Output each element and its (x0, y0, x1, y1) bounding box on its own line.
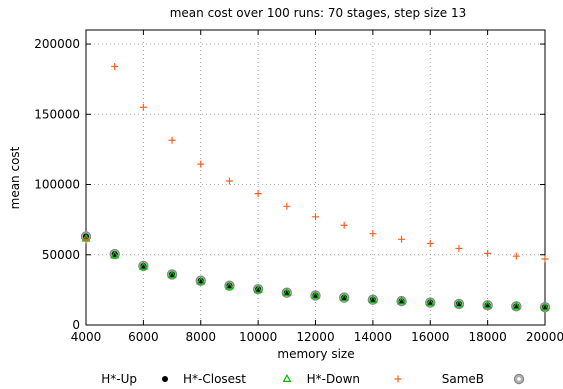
series-sameb (80, 231, 551, 313)
point-h-closest (138, 261, 148, 270)
point-h-closest (454, 299, 464, 308)
legend-label-sameb: SameB (442, 372, 484, 386)
x-tick-label: 8000 (185, 330, 216, 344)
legend-marker-h-down (394, 375, 402, 383)
point-h-down (455, 244, 463, 252)
point-h-closest (368, 294, 378, 303)
point-h-down (426, 240, 434, 248)
point-h-closest (339, 292, 349, 302)
point-h-down (225, 177, 233, 185)
x-tick-label: 14000 (354, 330, 392, 344)
point-h-down (283, 202, 291, 210)
legend-marker-h-closest (282, 373, 292, 382)
point-h-down (82, 236, 90, 244)
y-tick-label: 50000 (42, 248, 80, 262)
series-h-closest (81, 233, 550, 311)
point-h-closest (282, 287, 292, 296)
point-h-closest (540, 302, 550, 311)
point-h-closest (225, 281, 234, 290)
point-h-down (398, 235, 406, 243)
y-tick-label: 0 (72, 318, 80, 332)
legend: H*-Up H*-Closest H*-Down SameB (101, 372, 525, 386)
grid (86, 30, 545, 325)
legend-label-h-down: H*-Down (307, 372, 360, 386)
point-h-down (369, 230, 377, 238)
point-h-closest (397, 296, 406, 305)
point-h-down (340, 221, 348, 229)
chart-title: mean cost over 100 runs: 70 stages, step… (170, 6, 467, 20)
point-h-down (312, 213, 319, 221)
x-tick-label: 10000 (239, 330, 277, 344)
x-tick-label: 18000 (469, 330, 507, 344)
legend-marker-sameb-hole (517, 377, 521, 381)
point-h-down (541, 255, 549, 263)
y-tick-label: 100000 (34, 178, 80, 192)
point-h-closest (425, 297, 435, 306)
axis-ticks: 4000 6000 8000 10000 12000 14000 16000 18000 200… (34, 30, 563, 344)
x-tick-label: 20000 (526, 330, 563, 344)
legend-label-h-up: H*-Up (101, 372, 137, 386)
point-h-down (111, 63, 119, 71)
point-h-down (512, 252, 520, 260)
x-tick-label: 6000 (128, 330, 159, 344)
legend-label-h-closest: H*-Closest (183, 372, 246, 386)
y-tick-label: 150000 (34, 107, 80, 121)
y-tick-label: 200000 (34, 37, 80, 51)
point-h-closest (483, 300, 493, 309)
point-h-closest (196, 276, 206, 285)
legend-marker-sameb (513, 373, 525, 385)
x-tick-label: 12000 (296, 330, 334, 344)
x-tick-label: 16000 (411, 330, 449, 344)
point-h-down (254, 190, 262, 198)
point-h-closest (167, 270, 177, 279)
data-marks (80, 63, 551, 313)
legend-marker-h-up (162, 376, 168, 382)
y-axis-title: mean cost (8, 146, 22, 209)
x-axis-title: memory size (277, 347, 354, 361)
point-h-closest (253, 284, 263, 293)
point-h-closest (511, 301, 521, 310)
point-h-down (197, 160, 205, 168)
point-h-down (168, 136, 176, 144)
point-h-closest (311, 290, 320, 299)
series-h-down (82, 63, 549, 263)
point-h-closest (110, 250, 120, 259)
point-h-down (139, 103, 147, 111)
point-h-down (484, 249, 492, 257)
x-tick-label: 4000 (71, 330, 102, 344)
